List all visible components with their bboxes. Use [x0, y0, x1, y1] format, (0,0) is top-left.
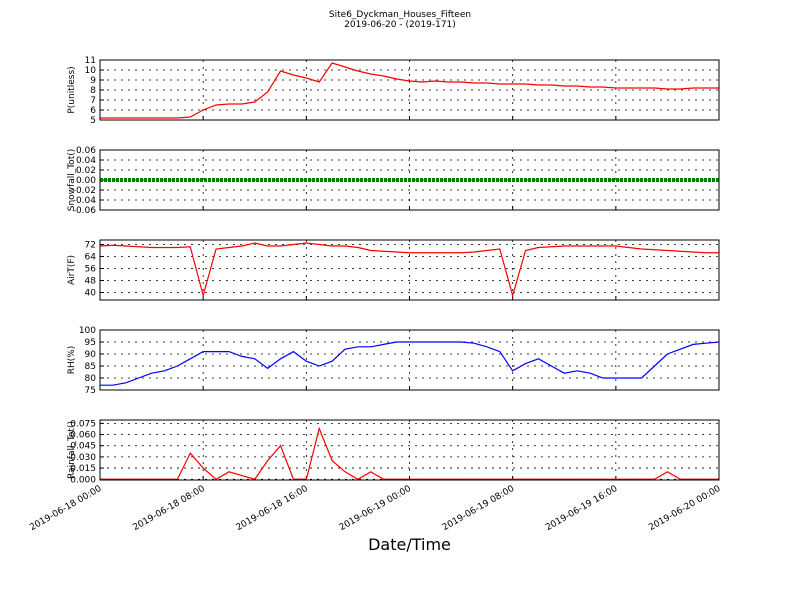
y-tick-label: 11 — [85, 56, 96, 66]
data-line — [100, 341, 720, 386]
data-line — [100, 426, 719, 480]
y-tick-label: 0.075 — [70, 419, 96, 429]
y-axis-label: Rainfall_Tot() — [67, 421, 77, 479]
y-tick-label: 64 — [85, 253, 97, 263]
y-tick-label: 0.00 — [76, 176, 96, 186]
y-tick-label: 100 — [79, 326, 96, 336]
y-tick-label: 10 — [85, 66, 97, 76]
x-tick-label: 2019-06-18 00:00 — [28, 484, 103, 533]
y-tick-label: 0.04 — [76, 156, 96, 166]
y-tick-label: 0.06 — [76, 146, 96, 156]
y-tick-label: 0.015 — [70, 464, 96, 474]
y-tick-label: 48 — [85, 277, 97, 287]
x-tick-label: 2019-06-19 08:00 — [441, 484, 516, 533]
y-tick-label: 40 — [85, 289, 97, 299]
y-tick-label: 0.045 — [70, 442, 96, 452]
y-axis-label: P(unitless) — [67, 66, 77, 113]
y-tick-label: 80 — [85, 374, 97, 384]
y-tick-label: 6 — [90, 106, 96, 116]
y-tick-label: 0.060 — [70, 431, 96, 441]
x-tick-label: 2019-06-18 16:00 — [235, 484, 310, 533]
plot-frame — [99, 329, 720, 391]
y-tick-label: 8 — [90, 86, 96, 96]
y-tick-label: -0.06 — [73, 206, 97, 216]
x-axis-label: Date/Time — [368, 535, 451, 554]
x-tick-label: 2019-06-18 08:00 — [131, 484, 206, 533]
y-tick-label: -0.02 — [73, 186, 96, 196]
y-tick-label: 0.000 — [70, 475, 96, 485]
x-tick-label: 2019-06-19 00:00 — [338, 484, 413, 533]
y-tick-label: 0.02 — [76, 166, 96, 176]
plot-frame — [99, 149, 720, 211]
chart-subtitle: 2019-06-20 - (2019-171) — [344, 20, 456, 30]
plot-frame — [99, 59, 720, 121]
y-axis-label: Snowfall_Tot() — [67, 149, 77, 212]
y-axis-label: RH(%) — [67, 346, 77, 375]
x-tick-label: 2019-06-19 16:00 — [544, 484, 619, 533]
y-tick-label: 5 — [90, 116, 96, 126]
data-line — [100, 62, 719, 119]
y-tick-label: 90 — [85, 350, 97, 360]
y-tick-label: 7 — [90, 96, 96, 106]
y-tick-label: -0.04 — [73, 196, 97, 206]
y-tick-label: 85 — [85, 362, 96, 372]
plot-frame — [99, 419, 720, 481]
y-tick-label: 0.030 — [70, 453, 96, 463]
plot-frame — [99, 239, 720, 301]
y-tick-label: 72 — [85, 241, 96, 251]
y-tick-label: 9 — [90, 76, 96, 86]
data-line — [99, 242, 719, 298]
y-tick-label: 75 — [85, 386, 96, 396]
chart-title: Site6_Dyckman_Houses_Fifteen — [329, 10, 471, 20]
x-tick-label: 2019-06-20 00:00 — [647, 484, 722, 533]
y-tick-label: 95 — [85, 338, 96, 348]
y-tick-label: 56 — [85, 265, 97, 275]
y-axis-label: AirT(F) — [67, 255, 77, 285]
